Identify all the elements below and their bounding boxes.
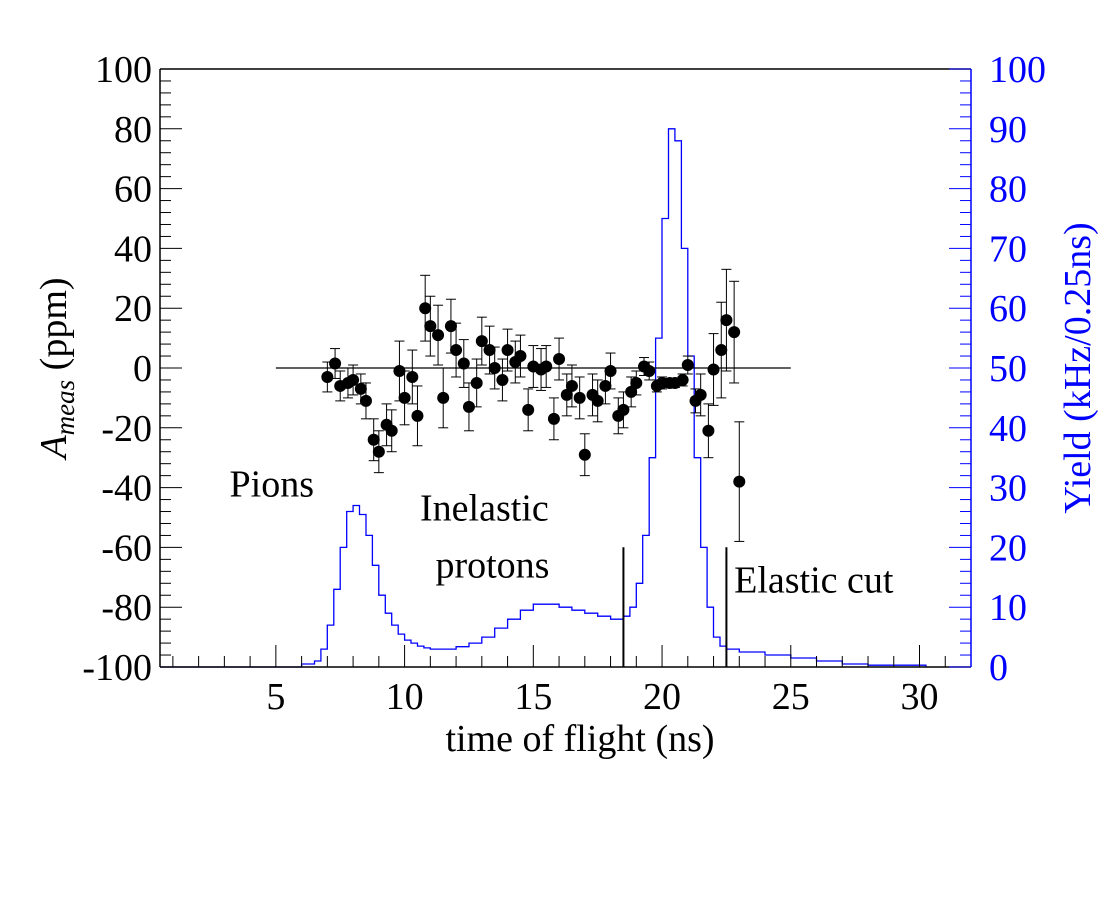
data-point: [354, 382, 367, 395]
x-tick-label: 30: [901, 676, 939, 718]
data-point: [643, 364, 656, 377]
data-point: [591, 394, 604, 407]
x-tick-label: 10: [386, 676, 424, 718]
annotation-label: Elastic cut: [734, 559, 894, 601]
right-tick-label: 80: [989, 169, 1027, 211]
right-tick-label: 100: [989, 49, 1046, 91]
data-point: [565, 379, 578, 392]
left-y-axis-title-rest: (ppm): [33, 277, 75, 379]
x-tick-label: 5: [266, 676, 285, 718]
data-point: [462, 400, 475, 413]
yield-series-line: [160, 128, 927, 668]
data-point: [475, 335, 488, 348]
data-point: [321, 370, 334, 383]
x-axis-title: time of flight (ns): [445, 718, 714, 760]
data-point: [560, 388, 573, 401]
data-point: [514, 350, 527, 363]
left-tick-label: -40: [101, 468, 152, 510]
data-point: [470, 376, 483, 389]
left-y-axis-title-sub: meas: [50, 380, 80, 436]
right-tick-label: 70: [989, 228, 1027, 270]
data-point: [553, 353, 566, 366]
left-tick-label: 20: [114, 288, 152, 330]
yield-histogram-layer: [160, 128, 927, 668]
data-point: [385, 424, 398, 437]
left-y-axis-title: Ameas (ppm): [33, 277, 80, 461]
right-tick-label: 60: [989, 288, 1027, 330]
data-point: [457, 357, 470, 370]
data-point: [630, 376, 643, 389]
right-tick-label: 40: [989, 408, 1027, 450]
left-tick-label: 0: [133, 348, 152, 390]
data-point: [676, 373, 689, 386]
data-point: [604, 364, 617, 377]
right-tick-label: 20: [989, 527, 1027, 569]
data-point: [329, 357, 342, 370]
data-point: [720, 314, 733, 327]
left-tick-label: -60: [101, 527, 152, 569]
left-y-axis-title-main: A: [33, 435, 75, 462]
data-point: [547, 412, 560, 425]
data-point: [488, 362, 501, 374]
data-point: [733, 475, 746, 488]
data-point: [359, 394, 372, 407]
data-point: [483, 344, 496, 357]
annotation-label: protons: [435, 544, 549, 586]
data-point: [496, 373, 509, 386]
data-point: [424, 320, 437, 333]
data-point: [573, 391, 586, 404]
data-point: [694, 388, 707, 401]
data-point: [681, 359, 694, 372]
data-point: [432, 329, 445, 342]
data-point: [450, 344, 463, 357]
annotation-label: Pions: [230, 464, 314, 506]
data-point: [702, 424, 715, 437]
right-tick-label: 50: [989, 348, 1027, 390]
data-point: [437, 391, 450, 404]
data-point: [419, 302, 432, 315]
data-point: [715, 344, 728, 357]
x-tick-label: 25: [772, 676, 810, 718]
data-point: [411, 409, 424, 422]
right-tick-label: 90: [989, 109, 1027, 151]
data-point: [707, 363, 720, 376]
data-point: [578, 448, 591, 461]
x-tick-label: 20: [643, 676, 681, 718]
data-point: [398, 391, 411, 404]
asymmetry-layer: [275, 268, 791, 542]
left-tick-label: 80: [114, 109, 152, 151]
x-tick-label: 15: [514, 676, 552, 718]
data-point: [617, 403, 630, 416]
annotation-label: Inelastic: [420, 487, 549, 529]
data-point: [393, 364, 406, 377]
left-tick-label: -80: [101, 587, 152, 629]
data-point: [406, 370, 419, 383]
right-y-axis-title: Yield (kHz/0.25ns): [1057, 222, 1099, 513]
data-point: [444, 320, 457, 333]
left-tick-label: 40: [114, 228, 152, 270]
axis-ticks: 100806040200-20-40-60-80-100100908070605…: [82, 49, 1046, 718]
right-tick-label: 10: [989, 587, 1027, 629]
data-point: [540, 360, 553, 373]
data-point: [367, 433, 380, 446]
left-tick-label: -20: [101, 408, 152, 450]
left-tick-label: 100: [95, 49, 152, 91]
right-tick-label: 30: [989, 468, 1027, 510]
annotations: Pions Inelastic protons Elastic cut: [230, 464, 894, 602]
data-point: [728, 326, 741, 339]
data-point: [599, 379, 612, 392]
data-point: [522, 403, 535, 416]
left-tick-label: -100: [82, 647, 152, 689]
data-point: [501, 344, 514, 357]
data-point: [372, 445, 385, 458]
left-tick-label: 60: [114, 169, 152, 211]
data-point: [347, 373, 360, 386]
right-tick-label: 0: [989, 647, 1008, 689]
